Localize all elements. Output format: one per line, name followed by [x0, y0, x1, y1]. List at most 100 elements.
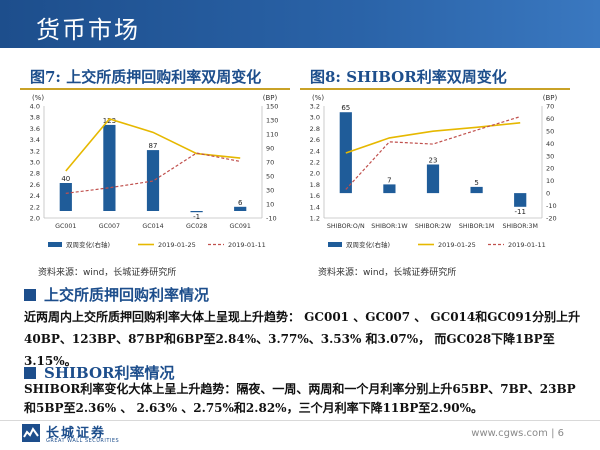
shibor-chart-bar-label: -11	[514, 208, 525, 216]
gc-chart-bar-label: 40	[61, 175, 70, 183]
footer-url: www.cgws.com	[471, 428, 548, 439]
gc-chart-x-tick: GC014	[142, 223, 163, 230]
gc-chart-right-tick: 50	[266, 173, 274, 181]
section-heading-repo-text: 上交所质押回购利率情况	[44, 286, 210, 304]
footer-separator: |	[551, 428, 555, 439]
gc-chart-left-unit: (%)	[32, 94, 44, 102]
gc-chart-right-unit: (BP)	[263, 94, 278, 102]
gc-chart-x-tick: GC007	[99, 223, 120, 230]
shibor-chart-right-tick: 20	[546, 165, 554, 173]
chart-shibor-rates: (%) (BP) 1.2 1.4 1.6 1.8 2.0 2.2 2.4 2.6 2.8 3.0 3.2…	[310, 94, 558, 249]
shibor-chart-left-tick: 2.8	[310, 125, 320, 133]
shibor-chart-bar	[514, 193, 527, 207]
shibor-chart-right-tick: -20	[546, 215, 557, 223]
gc-chart-right-tick: 110	[266, 131, 278, 139]
gc-chart-legend-bar-swatch	[48, 242, 62, 247]
shibor-chart-legend-line2-label: 2019-01-11	[508, 241, 546, 249]
shibor-chart-legend-line1-label: 2019-01-25	[438, 241, 476, 249]
shibor-chart-legend-bar-label: 双周变化(右轴)	[346, 240, 390, 249]
gc-chart-x-tick: GC091	[230, 223, 251, 230]
shibor-chart-left-tick: 3.0	[310, 114, 320, 122]
section-heading-shibor: SHIBOR利率情况	[24, 362, 175, 383]
section-body-shibor: SHIBOR利率变化大体上呈上升趋势：隔夜、一周、两周和一个月利率分别上升65B…	[24, 382, 576, 415]
gc-chart-bar-label: 123	[103, 117, 116, 125]
gc-chart-left-tick: 3.0	[30, 159, 40, 167]
shibor-chart-x-tick: SHIBOR:O/N	[327, 223, 365, 230]
chart-right-title-rule	[300, 88, 570, 90]
gc-chart-left-tick: 3.6	[30, 125, 40, 133]
shibor-chart-x-tick: SHIBOR:1W	[371, 223, 408, 230]
shibor-chart-right-tick: 70	[546, 103, 554, 111]
shibor-chart-left-tick: 2.2	[310, 159, 320, 167]
page-number: 6	[557, 428, 564, 439]
chart-left-title: 图7: 上交所质押回购利率双周变化	[30, 68, 262, 86]
shibor-chart-right-tick: 30	[546, 152, 554, 160]
gc-chart-bar	[146, 150, 160, 211]
gc-chart-right-tick: 70	[266, 159, 274, 167]
shibor-chart-right-tick: 60	[546, 115, 554, 123]
shibor-chart-legend-bar-swatch	[328, 242, 342, 247]
gc-chart-bar-label: 6	[238, 199, 243, 207]
gc-chart-right-tick: 130	[266, 117, 278, 125]
shibor-chart-bar	[426, 164, 440, 194]
section-bullet-icon	[24, 367, 36, 379]
shibor-chart-left-tick: 1.2	[310, 215, 320, 223]
gc-chart-bar	[103, 124, 116, 211]
company-logo: 长城证券 GREAT WALL SECURITIES	[22, 422, 142, 448]
shibor-chart-right-tick: 40	[546, 140, 554, 148]
gc-chart-left-tick: 3.2	[30, 147, 40, 155]
logo-name-cn: 长城证券	[46, 426, 107, 441]
header-background	[0, 0, 600, 48]
gc-chart-x-tick: GC001	[55, 223, 76, 230]
shibor-chart-x-tick: SHIBOR:3M	[502, 223, 537, 230]
gc-chart-left-tick: 2.0	[30, 215, 40, 223]
gc-chart-left-tick: 2.6	[30, 181, 40, 189]
gc-chart-legend-line2-label: 2019-01-11	[228, 241, 266, 249]
shibor-chart-right-tick: -10	[546, 202, 557, 210]
chart-left-title-rule	[20, 88, 290, 90]
gc-chart-left-tick: 3.4	[30, 136, 40, 144]
shibor-chart-left-tick: 1.6	[310, 192, 320, 200]
shibor-chart-bar-label: 65	[341, 104, 350, 112]
section-body-repo: 近两周内上交所质押回购利率大体上呈现上升趋势： GC001 、GC007 、 G…	[24, 310, 581, 368]
shibor-chart-left-tick: 2.0	[310, 170, 320, 178]
shibor-chart-right-tick: 10	[546, 177, 554, 185]
shibor-chart-right-tick: 50	[546, 127, 554, 135]
shibor-chart-left-tick: 2.4	[310, 147, 320, 155]
section-heading-repo: 上交所质押回购利率情况	[24, 284, 209, 305]
gc-chart-right-tick: 10	[266, 201, 274, 209]
gc-chart-bar-label: 87	[149, 142, 158, 150]
gc-chart-right-tick: -10	[266, 215, 277, 223]
shibor-chart-bar-label: 7	[387, 176, 391, 184]
page-title: 货币市场	[36, 16, 140, 44]
footer-url-page: www.cgws.com | 6	[471, 428, 564, 439]
chart-gc-repo-rates: (%) (BP) 2.0 2.2 2.4 2.6 2.8 3.0 3.2 3.4 3.6 3.8 4.0…	[30, 94, 279, 249]
chart-left-source: 资料来源：wind，长城证券研究所	[38, 268, 177, 278]
shibor-chart-left-tick: 1.8	[310, 181, 320, 189]
gc-chart-left-tick: 2.4	[30, 192, 40, 200]
gc-chart-bar-label: -1	[193, 213, 200, 221]
shibor-chart-right-tick: 0	[546, 190, 550, 198]
shibor-chart-bar	[470, 186, 483, 194]
shibor-chart-left-tick: 2.6	[310, 136, 320, 144]
logo-name-en: GREAT WALL SECURITIES	[46, 438, 120, 444]
gc-chart-bar	[234, 206, 247, 211]
chart-right-title: 图8: SHIBOR利率双周变化	[310, 68, 507, 86]
gc-chart-legend-line1-label: 2019-01-25	[158, 241, 196, 249]
shibor-chart-bar	[383, 184, 396, 194]
gc-chart-left-tick: 4.0	[30, 103, 40, 111]
gc-chart-right-tick: 90	[266, 145, 274, 153]
gc-chart-bar	[59, 183, 72, 211]
shibor-chart-left-unit: (%)	[312, 94, 324, 102]
shibor-chart-bar-label: 23	[429, 156, 438, 164]
gc-chart-legend-bar-label: 双周变化(右轴)	[66, 240, 110, 249]
section-bullet-icon	[24, 289, 36, 301]
great-wall-logo-icon	[22, 424, 40, 442]
shibor-chart-bar-label: 5	[474, 179, 478, 187]
shibor-chart-left-tick: 3.2	[310, 103, 320, 111]
footer-divider	[0, 420, 600, 421]
shibor-chart-right-unit: (BP)	[543, 94, 558, 102]
gc-chart-bar	[190, 211, 203, 213]
gc-chart-left-tick: 2.8	[30, 170, 40, 178]
gc-chart-right-tick: 30	[266, 187, 274, 195]
